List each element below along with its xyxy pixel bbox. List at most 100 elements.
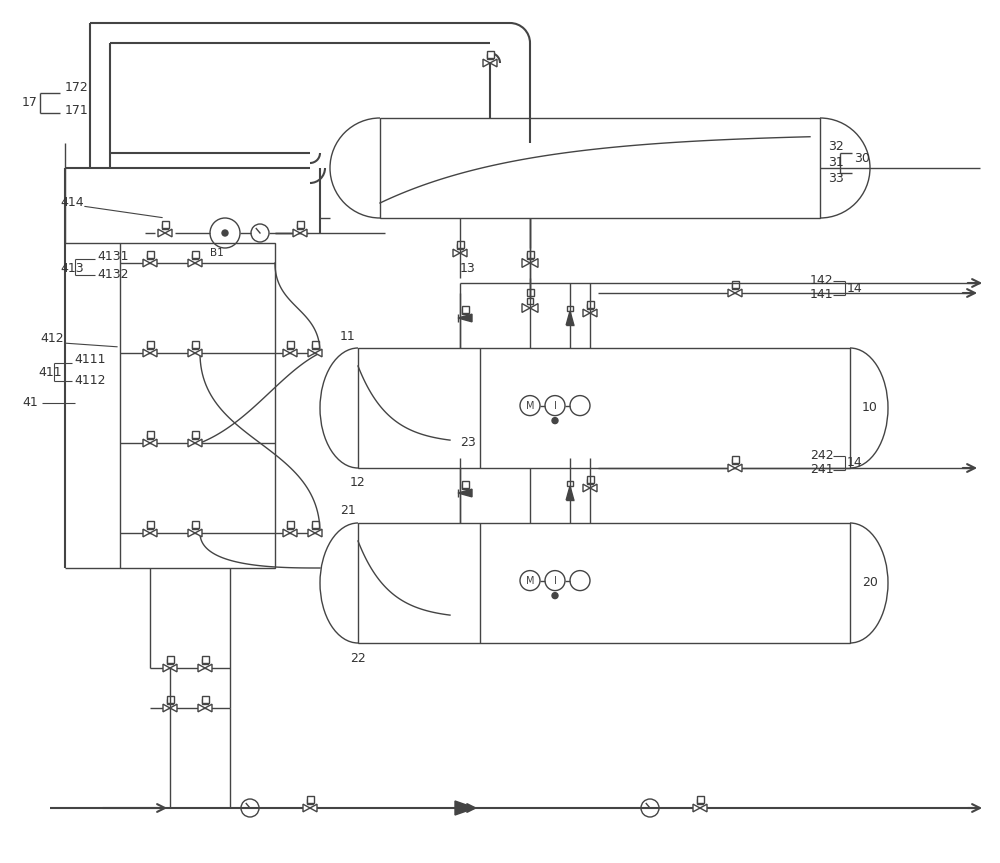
Bar [202,696,208,703]
Bar [167,699,173,704]
Polygon shape [303,804,310,812]
Polygon shape [198,665,205,672]
Text: 412: 412 [40,332,64,345]
Bar [358,348,850,468]
Bar [586,301,594,308]
Polygon shape [205,704,212,712]
Polygon shape [188,529,195,537]
Bar [192,521,198,528]
Bar [312,342,318,349]
Polygon shape [143,439,150,447]
Text: 4132: 4132 [97,268,128,281]
Text: 33: 33 [828,172,844,185]
Bar [587,304,593,309]
Text: 172: 172 [65,81,89,95]
Polygon shape [143,529,150,537]
Text: 4112: 4112 [74,375,106,387]
Polygon shape [310,804,317,812]
Bar [586,476,594,483]
Bar [147,434,153,439]
Polygon shape [315,350,322,356]
Polygon shape [308,350,315,356]
Bar [732,457,738,463]
Bar [192,251,198,259]
Polygon shape [735,464,742,472]
Polygon shape [195,259,202,267]
Text: M: M [526,400,534,411]
Bar [526,289,534,297]
Polygon shape [483,60,490,66]
Text: 242: 242 [810,450,834,463]
Bar [202,699,208,704]
Bar [202,658,208,665]
Text: I: I [554,576,556,586]
Polygon shape [150,350,157,356]
Bar [462,482,468,488]
Text: M: M [526,576,534,586]
Polygon shape [158,230,165,236]
Text: 411: 411 [38,367,62,380]
Text: 13: 13 [460,261,476,274]
Polygon shape [283,350,290,356]
Polygon shape [566,486,574,500]
Polygon shape [455,801,475,815]
Polygon shape [150,259,157,267]
Bar [192,524,198,529]
Polygon shape [170,665,177,672]
Text: 31: 31 [828,156,844,169]
Polygon shape [188,259,195,267]
Text: 30: 30 [854,152,870,165]
Bar [192,432,198,438]
Bar [567,306,573,311]
Polygon shape [300,230,307,236]
Bar [202,657,208,664]
Polygon shape [308,529,315,537]
Polygon shape [163,704,170,712]
Bar [380,118,820,218]
Polygon shape [150,529,157,537]
Bar [287,343,293,350]
Text: 32: 32 [828,140,844,153]
Bar [147,524,153,529]
Polygon shape [198,704,205,712]
Bar [296,222,304,229]
Polygon shape [195,439,202,447]
Polygon shape [290,529,297,537]
Text: 4131: 4131 [97,249,128,262]
Polygon shape [290,350,297,356]
Text: 4111: 4111 [74,354,106,367]
Bar [146,432,154,438]
Polygon shape [693,804,700,812]
Polygon shape [165,230,172,236]
Text: I: I [554,400,556,411]
Bar [146,521,154,528]
Polygon shape [293,230,300,236]
Polygon shape [150,439,157,447]
Polygon shape [590,309,597,317]
Polygon shape [566,311,574,325]
Bar [287,342,294,349]
Bar [306,797,314,803]
Bar [287,521,294,528]
Polygon shape [583,309,590,317]
Text: 14: 14 [847,457,863,469]
Polygon shape [728,464,735,472]
Polygon shape [458,489,472,497]
Text: 141: 141 [810,288,834,301]
Polygon shape [490,60,497,66]
Bar [312,343,318,350]
Bar [166,696,174,703]
Polygon shape [583,484,590,492]
Text: 142: 142 [810,274,834,287]
Polygon shape [143,350,150,356]
Polygon shape [735,289,742,297]
Polygon shape [283,529,290,537]
Polygon shape [460,249,467,257]
Polygon shape [143,259,150,267]
Bar [162,224,168,230]
Bar [358,523,850,643]
Polygon shape [522,259,530,268]
Polygon shape [522,304,530,312]
Bar [456,242,464,249]
Text: 14: 14 [847,281,863,294]
